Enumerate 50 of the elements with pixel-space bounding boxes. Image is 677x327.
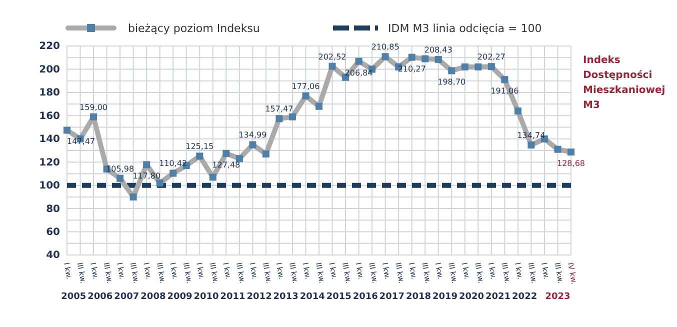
data-label: 206,84	[344, 68, 373, 78]
text: 2020	[458, 292, 484, 302]
y-tick-label: 180	[39, 88, 60, 99]
text: 2010	[194, 292, 219, 302]
data-label: 117,80	[132, 172, 161, 181]
text: 2005	[61, 292, 86, 302]
data-label: 134,74	[517, 130, 546, 140]
text: 2021	[486, 292, 511, 302]
text: 2017	[379, 292, 404, 302]
y-tick-label: 220	[39, 41, 60, 52]
text: 2015	[326, 292, 352, 302]
y-tick-label: 40	[46, 250, 60, 262]
text: 2014	[300, 292, 325, 302]
data-label: 208,43	[424, 45, 452, 54]
data-label: 159,00	[80, 102, 108, 112]
data-label: 191,06	[490, 86, 519, 96]
y-tick-label: 100	[39, 180, 60, 192]
data-label: 127,48	[212, 160, 240, 170]
text: 2009	[167, 292, 192, 302]
text: 2007	[114, 292, 140, 302]
y-tick-label: 200	[39, 64, 60, 76]
text: Indeks Dostępności Mieszkaniowej M3	[583, 55, 666, 111]
data-label: 202,52	[318, 52, 346, 62]
text: 2018	[406, 292, 432, 302]
text: 2013	[273, 292, 298, 302]
data-label: 177,06	[292, 82, 320, 91]
data-label: 202,27	[477, 52, 506, 62]
y-tick-label: 120	[39, 157, 60, 168]
legend-label: bieżący poziom Indeksu	[128, 22, 260, 35]
data-label: 198,70	[438, 78, 466, 87]
legend-label: IDM M3 linia odcięcia = 100	[388, 22, 542, 35]
y-tick-label: 160	[39, 110, 60, 122]
text: 2019	[432, 292, 458, 302]
text: 2008	[140, 292, 166, 302]
text: 2011	[220, 292, 246, 302]
y-tick-label: 140	[39, 134, 60, 146]
y-tick-label: 60	[46, 226, 60, 238]
data-label: 125,15	[186, 142, 214, 152]
data-label: 134,99	[238, 130, 267, 140]
text: 2012	[246, 292, 272, 302]
data-label: 210,85	[371, 42, 400, 52]
data-label: 147,47	[67, 137, 95, 146]
data-label: 157,47	[265, 104, 294, 114]
text: 2006	[88, 292, 113, 302]
text: 2016	[352, 292, 378, 302]
data-label: 210,27	[398, 64, 426, 74]
data-label: 128,68	[557, 159, 585, 168]
text: 2023	[545, 292, 570, 302]
text: 2022	[512, 292, 538, 302]
y-tick-label: 80	[46, 204, 60, 215]
